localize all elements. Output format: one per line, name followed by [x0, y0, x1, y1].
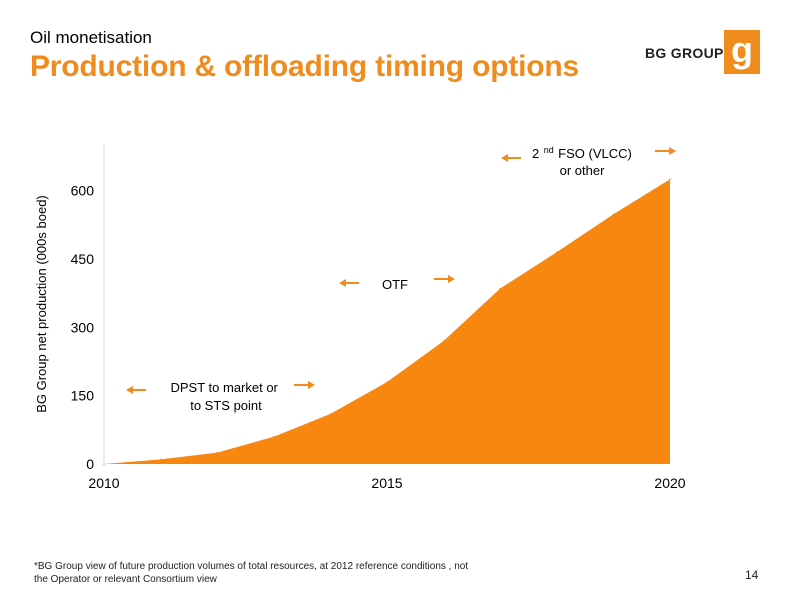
annotation-otf-label: OTF [382, 277, 408, 292]
data-point [612, 213, 615, 216]
annotation-dpst-line1: DPST to market or [170, 380, 278, 395]
annotation-fso-line2: or other [560, 163, 605, 178]
annotation-fso-number: 2 [532, 146, 539, 161]
annotation-fso-line1: FSO (VLCC) [558, 146, 632, 161]
bg-group-logo-icon: g [724, 30, 760, 74]
left-arrow-icon [339, 279, 359, 287]
annotation-fso: 2 nd FSO (VLCC) or other [501, 140, 676, 178]
annotation-fso-superscript: nd [544, 145, 554, 155]
left-arrow-icon [501, 154, 521, 162]
slide-title: Production & offloading timing options [30, 50, 579, 83]
data-point [159, 458, 162, 461]
annotation-dpst-line2: to STS point [190, 398, 262, 413]
slide-subtitle: Oil monetisation [30, 28, 152, 47]
data-point [386, 381, 388, 383]
x-tick-label: 2010 [88, 475, 119, 491]
production-area-series-0 [104, 179, 670, 464]
right-arrow-icon [655, 147, 676, 155]
y-tick-label: 0 [86, 456, 94, 472]
svg-text:2 nd FSO (VLCC): 2 nd FSO (VLCC) [532, 140, 632, 162]
annotation-otf: OTF [339, 275, 455, 292]
data-point [273, 435, 275, 438]
data-point [556, 251, 558, 253]
left-arrow-icon [126, 386, 146, 394]
y-tick-label: 150 [71, 388, 95, 404]
annotation-dpst: DPST to market or to STS point [126, 380, 315, 413]
data-point [499, 287, 502, 290]
data-point [329, 413, 332, 415]
y-tick-label: 450 [71, 251, 95, 267]
svg-text:DPST to market or to STS: DPST to market or to STS point [170, 380, 281, 413]
right-arrow-icon [294, 381, 315, 389]
data-point [669, 178, 671, 180]
x-tick-label: 2020 [654, 475, 685, 491]
right-arrow-icon [434, 275, 455, 283]
data-point [216, 451, 218, 454]
y-axis-label: BG Group net production (000s boed) [34, 195, 49, 413]
brand-name: BG GROUP [645, 45, 724, 61]
page-number: 14 [745, 568, 759, 582]
y-tick-label: 600 [71, 183, 95, 199]
footnote: *BG Group view of future production volu… [34, 561, 469, 585]
x-tick-label: 2015 [371, 475, 402, 491]
y-tick-label: 300 [71, 319, 95, 335]
data-point [442, 340, 445, 342]
brand-logo-letter: g [731, 30, 753, 70]
